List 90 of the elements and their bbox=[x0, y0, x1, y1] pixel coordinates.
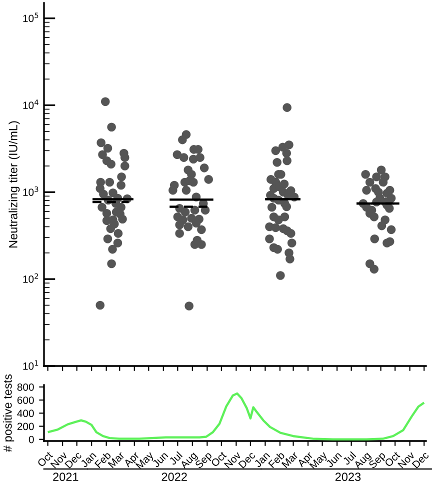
point bbox=[96, 138, 106, 148]
point bbox=[272, 158, 282, 167]
point bbox=[376, 166, 386, 174]
point bbox=[282, 156, 292, 166]
text: 2021 bbox=[53, 472, 78, 481]
point bbox=[196, 153, 204, 162]
point bbox=[374, 188, 383, 197]
point bbox=[365, 178, 374, 187]
point bbox=[99, 190, 108, 198]
point bbox=[168, 186, 178, 195]
point bbox=[280, 180, 289, 188]
point bbox=[118, 214, 127, 224]
point bbox=[271, 223, 280, 232]
point bbox=[197, 225, 206, 234]
point bbox=[120, 162, 130, 170]
point bbox=[372, 172, 381, 182]
point bbox=[370, 212, 379, 222]
point bbox=[286, 229, 296, 238]
point bbox=[284, 140, 294, 150]
point bbox=[103, 234, 112, 244]
point bbox=[108, 244, 117, 254]
point bbox=[105, 178, 114, 187]
x-tick-label: Jul bbox=[168, 451, 183, 466]
y-tick-label: 800 bbox=[17, 383, 34, 391]
point bbox=[175, 229, 184, 238]
point bbox=[117, 172, 126, 182]
point bbox=[98, 150, 107, 160]
y-tick-label: 600 bbox=[17, 396, 34, 404]
point bbox=[190, 206, 200, 215]
point bbox=[180, 208, 190, 216]
point bbox=[271, 146, 280, 156]
point bbox=[282, 148, 292, 158]
x-tick-label: Jun bbox=[326, 451, 342, 468]
point bbox=[273, 244, 282, 254]
x-tick-label: Jun bbox=[152, 451, 168, 468]
point bbox=[370, 264, 379, 274]
point bbox=[361, 170, 370, 179]
point bbox=[179, 153, 188, 162]
point bbox=[103, 144, 112, 153]
point bbox=[267, 202, 276, 212]
point bbox=[282, 202, 292, 212]
point bbox=[182, 186, 191, 195]
text: 2023 bbox=[335, 472, 361, 481]
y-tick-label: 10$^{5}$ bbox=[23, 12, 38, 22]
point bbox=[370, 234, 380, 244]
point bbox=[175, 220, 184, 230]
point bbox=[200, 164, 209, 172]
y-axis-title: # positive tests bbox=[3, 374, 14, 452]
x-tick-label: Jan bbox=[80, 451, 97, 468]
point bbox=[385, 237, 394, 246]
point bbox=[286, 254, 294, 264]
point bbox=[287, 238, 296, 248]
point bbox=[96, 300, 105, 310]
line-series bbox=[46, 392, 426, 440]
x-tick-label: Jan bbox=[254, 451, 270, 468]
y-tick-label: 10$^{3}$ bbox=[23, 186, 38, 196]
point bbox=[280, 212, 290, 222]
point bbox=[113, 238, 122, 248]
point bbox=[377, 221, 386, 230]
y-tick-label: 10$^{2}$ bbox=[23, 273, 38, 283]
x-tick-label: Dec bbox=[412, 451, 430, 469]
point bbox=[184, 302, 194, 310]
y-tick-label: 10$^{1}$ bbox=[23, 360, 38, 370]
y-tick-label: 10$^{4}$ bbox=[23, 100, 38, 110]
point bbox=[106, 160, 116, 169]
point bbox=[276, 271, 285, 280]
point bbox=[265, 234, 274, 244]
x-tick-label: Dec bbox=[238, 451, 256, 469]
point bbox=[114, 229, 123, 238]
point bbox=[172, 150, 182, 160]
point bbox=[184, 222, 193, 232]
x-tick-label: Jul bbox=[342, 451, 356, 466]
point bbox=[107, 259, 116, 268]
point bbox=[100, 97, 110, 106]
point bbox=[282, 103, 292, 112]
point bbox=[116, 180, 126, 190]
point bbox=[386, 225, 396, 234]
y-axis-title: Neutralizing titer (IU/mL) bbox=[8, 121, 20, 248]
y-tick-label: 0 bbox=[28, 436, 34, 444]
point bbox=[178, 135, 187, 144]
y-tick-label: 200 bbox=[17, 422, 34, 430]
point bbox=[204, 175, 213, 184]
point bbox=[98, 202, 106, 212]
point bbox=[107, 122, 116, 132]
text: 2022 bbox=[162, 472, 187, 481]
point bbox=[110, 220, 119, 228]
point bbox=[378, 178, 388, 187]
point bbox=[362, 186, 371, 195]
y-tick-label: 400 bbox=[17, 410, 34, 418]
point bbox=[102, 208, 112, 218]
